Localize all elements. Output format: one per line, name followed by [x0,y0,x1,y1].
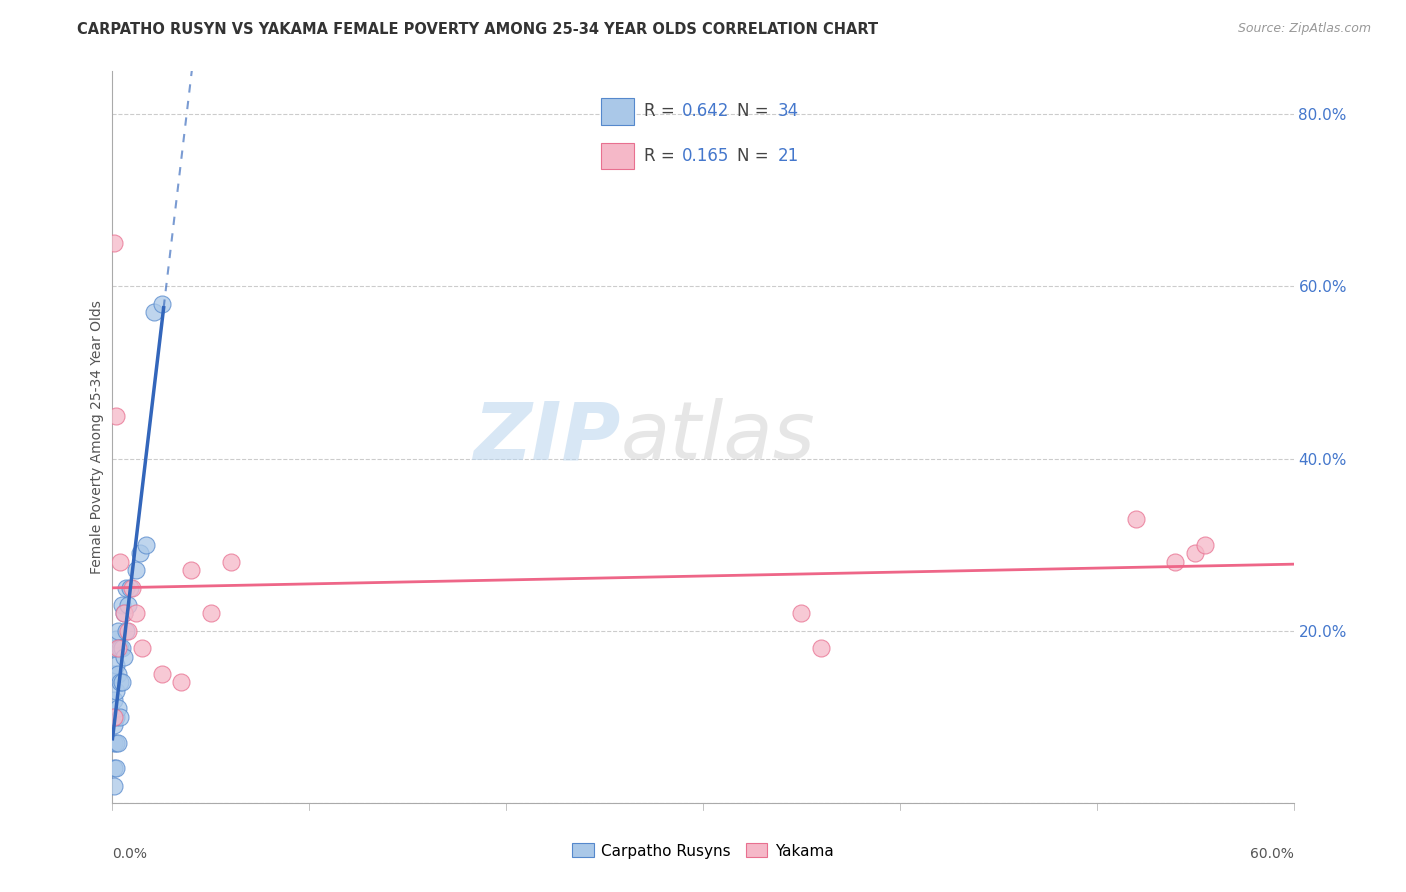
Text: N =: N = [737,147,775,165]
Point [111,675,134,690]
Text: 0.642: 0.642 [682,103,728,120]
Point [105,658,128,673]
Point [107,701,129,715]
Text: atlas: atlas [620,398,815,476]
Text: R =: R = [644,103,679,120]
Text: 60.0%: 60.0% [1250,847,1294,861]
Point [107,735,129,749]
Point [115,624,138,638]
Point [112,607,135,621]
Point [111,598,134,612]
Point [135,538,157,552]
Point [131,640,153,655]
Point [200,607,222,621]
Legend: Carpatho Rusyns, Yakama: Carpatho Rusyns, Yakama [567,838,839,864]
Point [103,779,125,793]
Point [125,607,148,621]
Point [120,581,142,595]
Point [790,607,813,621]
Point [110,555,132,569]
Text: 0.165: 0.165 [682,147,728,165]
Point [107,666,129,681]
Point [115,581,138,595]
Point [142,305,165,319]
Point [103,735,125,749]
Text: 0.0%: 0.0% [112,847,148,861]
Text: CARPATHO RUSYN VS YAKAMA FEMALE POVERTY AMONG 25-34 YEAR OLDS CORRELATION CHART: CARPATHO RUSYN VS YAKAMA FEMALE POVERTY … [77,22,879,37]
Point [110,640,132,655]
Point [117,624,139,638]
Point [107,624,129,638]
Point [103,718,125,732]
Point [112,607,135,621]
Point [1125,512,1147,526]
Point [1194,538,1216,552]
Point [117,598,139,612]
Point [105,761,128,775]
Point [103,761,125,775]
Point [105,632,128,647]
Point [170,675,193,690]
Point [150,666,173,681]
Bar [600,143,634,169]
Point [1184,546,1206,560]
Text: N =: N = [737,103,775,120]
Text: Source: ZipAtlas.com: Source: ZipAtlas.com [1237,22,1371,36]
Point [107,640,129,655]
Point [110,710,132,724]
Text: 21: 21 [778,147,799,165]
Point [103,236,125,251]
Point [105,710,128,724]
Bar [600,98,634,125]
Point [103,666,125,681]
Point [219,555,242,569]
Point [103,710,125,724]
Point [150,296,173,310]
Y-axis label: Female Poverty Among 25-34 Year Olds: Female Poverty Among 25-34 Year Olds [90,300,104,574]
Point [1164,555,1187,569]
Point [129,546,152,560]
Point [112,649,135,664]
Text: ZIP: ZIP [472,398,620,476]
Point [111,640,134,655]
Point [105,684,128,698]
Point [810,640,832,655]
Point [105,735,128,749]
Text: R =: R = [644,147,679,165]
Point [103,640,125,655]
Point [103,692,125,706]
Point [121,581,143,595]
Point [110,675,132,690]
Text: 34: 34 [778,103,799,120]
Point [180,564,202,578]
Point [125,564,148,578]
Point [105,409,128,423]
